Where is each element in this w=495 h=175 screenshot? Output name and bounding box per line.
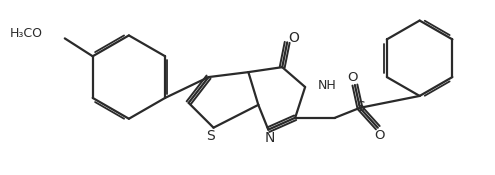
Text: NH: NH <box>318 79 337 92</box>
Text: O: O <box>347 71 358 84</box>
Text: S: S <box>206 129 215 143</box>
Text: H₃CO: H₃CO <box>10 27 43 40</box>
Text: O: O <box>289 31 299 45</box>
Text: S: S <box>356 100 365 114</box>
Text: N: N <box>265 131 275 145</box>
Text: O: O <box>375 129 385 142</box>
